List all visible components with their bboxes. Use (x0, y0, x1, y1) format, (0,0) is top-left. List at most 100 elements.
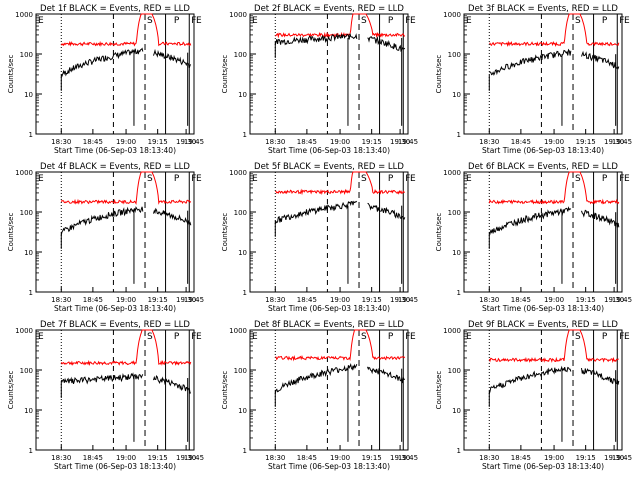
y-tick-label: 10 (24, 407, 33, 415)
series-lld-line (275, 171, 405, 196)
series-lld-line (275, 329, 406, 362)
series-events-line (489, 48, 572, 76)
y-tick-label: 100 (234, 209, 247, 217)
time-marker-label-e: E (624, 332, 630, 342)
series-events-line (581, 209, 620, 228)
x-axis-label: Start Time (06-Sep-03 18:13:40) (482, 304, 604, 313)
time-marker-label-s: S (147, 174, 153, 184)
time-marker-label-e: E (38, 332, 44, 342)
panel-title: Det 2f BLACK = Events, RED = LLD (254, 4, 404, 14)
x-tick-label: 18:45 (297, 138, 317, 146)
y-tick-label: 10 (238, 249, 247, 257)
plot-frame (249, 329, 409, 451)
time-marker-label-e: E (410, 174, 416, 184)
series-lld-line (60, 329, 192, 367)
y-axis-label: Counts/sec (221, 371, 229, 410)
x-tick-label: 18:45 (297, 296, 317, 304)
x-tick-label: 18:45 (83, 296, 103, 304)
x-tick-label: 18:45 (83, 138, 103, 146)
plot-frame (463, 13, 623, 135)
x-tick-label: 18:45 (511, 296, 531, 304)
y-tick-label: 100 (448, 51, 461, 59)
x-tick-label: 19:30 (176, 296, 196, 304)
y-tick-label: 1000 (15, 327, 33, 335)
x-axis-label: Start Time (06-Sep-03 18:13:40) (268, 146, 390, 155)
x-tick-label: 18:30 (51, 454, 71, 462)
y-tick-label: 10 (452, 249, 461, 257)
time-marker-label-e: E (624, 174, 630, 184)
panel-det-8f: Det 8f BLACK = Events, RED = LLD 1000 100 1… (221, 320, 418, 471)
y-axis-label: Counts/sec (7, 55, 15, 94)
x-tick-label: 18:45 (297, 454, 317, 462)
x-tick-label: 18:30 (265, 138, 285, 146)
time-marker-label-e: E (38, 174, 44, 184)
time-marker-label-s: S (361, 174, 367, 184)
panel-det-1f: Det 1f BLACK = Events, RED = LLD 1000 100 1… (7, 4, 204, 155)
x-tick-label: 19:15 (362, 454, 382, 462)
x-tick-label: 19:00 (330, 454, 350, 462)
series-lld-line (488, 329, 619, 364)
x-tick-label: 19:45 (184, 138, 204, 146)
series-events-line (581, 50, 620, 70)
y-tick-label: 1 (29, 131, 33, 139)
x-tick-label: 19:15 (576, 296, 596, 304)
series-events-line (153, 375, 192, 394)
x-tick-label: 19:15 (362, 296, 382, 304)
x-tick-label: 18:30 (479, 454, 499, 462)
y-tick-label: 10 (238, 407, 247, 415)
plot-frame (249, 171, 409, 293)
series-events-line (488, 206, 572, 236)
panel-title: Det 1f BLACK = Events, RED = LLD (40, 4, 190, 14)
time-marker-label-s: S (575, 332, 581, 342)
panel-title: Det 5f BLACK = Events, RED = LLD (254, 162, 404, 172)
panel-title: Det 4f BLACK = Events, RED = LLD (40, 162, 190, 172)
time-marker-label-f: F (405, 16, 410, 26)
series-events-line (60, 372, 144, 385)
series-events-line (367, 36, 406, 53)
y-axis-label: Counts/sec (435, 213, 443, 252)
time-marker-label-f: F (405, 332, 410, 342)
y-tick-label: 1 (243, 447, 247, 455)
y-tick-label: 100 (20, 367, 33, 375)
x-tick-label: 19:15 (148, 454, 168, 462)
time-marker-label-e: E (466, 16, 472, 26)
time-marker-label-p: P (388, 174, 394, 184)
series-lld-line (274, 13, 406, 39)
time-marker-label-s: S (575, 174, 581, 184)
x-tick-label: 18:45 (83, 454, 103, 462)
plot-frame (35, 13, 195, 135)
y-tick-label: 100 (448, 367, 461, 375)
x-tick-label: 19:30 (604, 138, 624, 146)
series-events-line (367, 366, 405, 384)
y-tick-label: 1000 (443, 11, 461, 19)
x-tick-label: 18:30 (51, 296, 71, 304)
y-axis-label: Counts/sec (7, 213, 15, 252)
time-marker-label-e: E (252, 174, 258, 184)
x-tick-label: 19:00 (544, 454, 564, 462)
time-marker-label-p: P (602, 332, 608, 342)
x-tick-label: 19:00 (330, 296, 350, 304)
time-marker-label-e: E (196, 174, 202, 184)
x-tick-label: 18:45 (511, 454, 531, 462)
x-tick-label: 19:00 (330, 138, 350, 146)
time-marker-label-e: E (252, 16, 258, 26)
y-tick-label: 1 (29, 289, 33, 297)
x-tick-label: 19:30 (390, 138, 410, 146)
series-lld-line (488, 171, 620, 205)
y-tick-label: 100 (234, 51, 247, 59)
panel-title: Det 7f BLACK = Events, RED = LLD (40, 320, 190, 330)
plot-frame (463, 171, 623, 293)
plot-frame (35, 171, 195, 293)
x-tick-label: 19:15 (148, 138, 168, 146)
time-marker-label-p: P (602, 16, 608, 26)
time-marker-label-f: F (405, 174, 410, 184)
x-tick-label: 18:45 (511, 138, 531, 146)
plot-frame (249, 13, 409, 135)
series-events-line (581, 368, 620, 385)
x-tick-label: 19:15 (362, 138, 382, 146)
time-marker-label-p: P (602, 174, 608, 184)
time-marker-label-f: F (619, 16, 624, 26)
y-tick-label: 1 (243, 289, 247, 297)
time-marker-label-e: E (38, 16, 44, 26)
x-axis-label: Start Time (06-Sep-03 18:13:40) (54, 462, 176, 471)
